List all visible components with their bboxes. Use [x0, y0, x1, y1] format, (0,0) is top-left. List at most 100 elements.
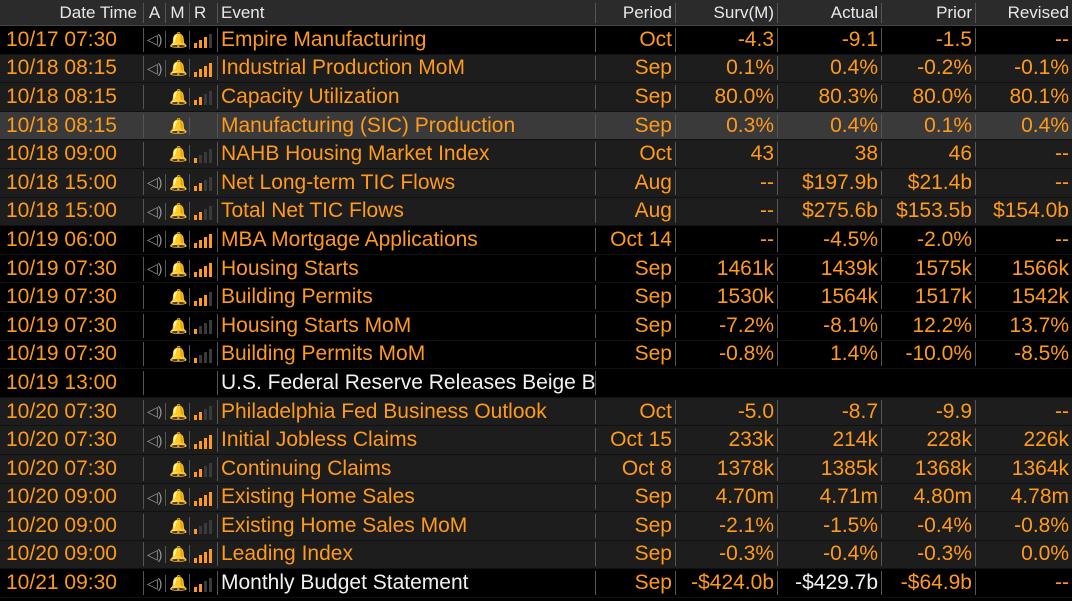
bell-icon[interactable]: 🔔 — [166, 574, 190, 593]
event-name[interactable]: U.S. Federal Reserve Releases Beige Book — [218, 370, 596, 395]
audio-icon[interactable]: ◁) — [144, 574, 166, 592]
table-row[interactable]: 10/18 09:00 🔔 NAHB Housing Market Index Oct… — [0, 140, 1072, 169]
event-name[interactable]: Existing Home Sales MoM — [218, 513, 596, 538]
col-prior[interactable]: Prior — [882, 2, 976, 23]
audio-icon[interactable]: ◁) — [144, 260, 166, 278]
survey-cell: 1530k — [676, 285, 778, 310]
relevance-bar — [194, 357, 197, 363]
bell-icon[interactable]: 🔔 — [166, 488, 190, 507]
table-row[interactable]: 10/20 09:00 🔔 Existing Home Sales MoM Sep -2… — [0, 512, 1072, 541]
event-name[interactable]: Industrial Production MoM — [218, 56, 596, 81]
bell-icon[interactable]: 🔔 — [166, 173, 190, 192]
table-row[interactable]: 10/18 08:15 🔔 Capacity Utilization Sep 80.0%… — [0, 83, 1072, 112]
survey-cell: 0.1% — [676, 56, 778, 81]
col-actual[interactable]: Actual — [778, 2, 882, 23]
table-row[interactable]: 10/19 07:30 🔔 Housing Starts MoM Sep -7.2% -8… — [0, 311, 1072, 341]
bell-icon[interactable]: 🔔 — [166, 202, 190, 221]
event-name[interactable]: Housing Starts — [218, 256, 596, 281]
audio-icon[interactable]: ◁) — [144, 231, 166, 249]
period-cell: Aug — [596, 170, 676, 195]
bell-icon[interactable]: 🔔 — [166, 545, 190, 564]
period-cell: Oct — [596, 399, 676, 424]
event-name[interactable]: Leading Index — [218, 542, 596, 567]
col-revised[interactable]: Revised — [1007, 2, 1069, 22]
table-row[interactable]: 10/19 13:00 U.S. Federal Reserve Releases… — [0, 369, 1072, 398]
event-name[interactable]: Net Long-term TIC Flows — [218, 170, 596, 195]
relevance-bar — [199, 240, 202, 249]
bell-icon[interactable]: 🔔 — [166, 516, 190, 535]
audio-icon[interactable]: ◁) — [144, 202, 166, 220]
survey-cell: -0.3% — [676, 542, 778, 567]
col-relevance[interactable]: R — [190, 2, 218, 23]
event-name[interactable]: Housing Starts MoM — [218, 313, 596, 338]
table-row[interactable]: 10/18 08:15 ◁) 🔔 Industrial Production MoM S… — [0, 54, 1072, 84]
bell-icon[interactable]: 🔔 — [166, 30, 190, 49]
bell-icon[interactable]: 🔔 — [166, 230, 190, 249]
event-name[interactable]: Empire Manufacturing — [218, 27, 596, 52]
col-alert[interactable]: M — [166, 2, 190, 23]
bell-icon[interactable]: 🔔 — [166, 145, 190, 164]
bell-icon[interactable]: 🔔 — [166, 116, 190, 135]
event-name[interactable]: Continuing Claims — [218, 456, 596, 481]
table-row[interactable]: 10/21 09:30 ◁) 🔔 Monthly Budget Statement Se… — [0, 569, 1072, 598]
survey-cell: -$424.0b — [676, 571, 778, 596]
bell-icon[interactable]: 🔔 — [166, 345, 190, 364]
audio-icon[interactable]: ◁) — [144, 403, 166, 421]
relevance-cell — [190, 199, 218, 224]
period-cell: Sep — [596, 513, 676, 538]
audio-icon[interactable]: ◁) — [144, 174, 166, 192]
table-row[interactable]: 10/19 06:00 ◁) 🔔 MBA Mortgage Applications O… — [0, 226, 1072, 255]
bell-icon[interactable]: 🔔 — [166, 288, 190, 307]
event-name[interactable]: Building Permits MoM — [218, 342, 596, 367]
audio-icon[interactable]: ◁) — [144, 488, 166, 506]
bell-icon[interactable]: 🔔 — [166, 59, 190, 78]
table-row[interactable]: 10/20 07:30 🔔 Continuing Claims Oct 8 1378k 1… — [0, 454, 1072, 484]
event-name[interactable]: MBA Mortgage Applications — [218, 227, 596, 252]
table-row[interactable]: 10/17 07:30 ◁) 🔔 Empire Manufacturing Oct -4.… — [0, 26, 1072, 55]
table-row[interactable]: 10/18 08:15 🔔 Manufacturing (SIC) Producti… — [0, 111, 1072, 141]
event-name[interactable]: Existing Home Sales — [218, 485, 596, 510]
table-row[interactable]: 10/20 07:30 ◁) 🔔 Initial Jobless Claims Oct … — [0, 426, 1072, 455]
bell-icon[interactable]: 🔔 — [166, 87, 190, 106]
audio-icon[interactable]: ◁) — [144, 31, 166, 49]
bell-icon[interactable]: 🔔 — [166, 402, 190, 421]
event-name[interactable]: Building Permits — [218, 285, 596, 310]
table-row[interactable]: 10/20 07:30 ◁) 🔔 Philadelphia Fed Business … — [0, 397, 1072, 427]
col-survey[interactable]: Surv(M) — [676, 2, 778, 23]
event-name[interactable]: Capacity Utilization — [218, 84, 596, 109]
col-audio[interactable]: A — [144, 2, 166, 23]
table-row[interactable]: 10/19 07:30 ◁) 🔔 Housing Starts Sep 1461k 1439… — [0, 254, 1072, 284]
bell-icon[interactable]: 🔔 — [166, 459, 190, 478]
event-name[interactable]: Monthly Budget Statement — [218, 571, 596, 596]
period-cell: Oct — [596, 27, 676, 52]
relevance-bar — [204, 294, 207, 306]
table-row[interactable]: 10/18 15:00 ◁) 🔔 Total Net TIC Flows Aug -- $2… — [0, 197, 1072, 227]
col-period[interactable]: Period — [596, 2, 676, 23]
event-name[interactable]: Initial Jobless Claims — [218, 428, 596, 453]
event-name[interactable]: NAHB Housing Market Index — [218, 142, 596, 167]
event-name[interactable]: Manufacturing (SIC) Production — [218, 113, 596, 138]
bell-icon[interactable]: 🔔 — [166, 431, 190, 450]
bell-icon[interactable]: 🔔 — [166, 316, 190, 335]
table-row[interactable]: 10/20 09:00 ◁) 🔔 Existing Home Sales Sep 4.70… — [0, 483, 1072, 513]
period-cell: Oct 8 — [596, 456, 676, 481]
audio-icon[interactable]: ◁) — [144, 431, 166, 449]
event-name[interactable]: Total Net TIC Flows — [218, 199, 596, 224]
bell-icon[interactable]: 🔔 — [166, 259, 190, 278]
table-row[interactable]: 10/18 15:00 ◁) 🔔 Net Long-term TIC Flows Aug… — [0, 168, 1072, 198]
actual-cell: -8.7 — [778, 399, 882, 424]
event-name[interactable]: Philadelphia Fed Business Outlook — [218, 399, 596, 424]
relevance-cell — [190, 84, 218, 109]
table-row[interactable]: 10/19 07:30 🔔 Building Permits Sep 1530k 1564… — [0, 283, 1072, 312]
table-row[interactable]: 10/20 09:00 ◁) 🔔 Leading Index Sep -0.3% -0.4%… — [0, 540, 1072, 570]
relevance-bar — [194, 500, 197, 506]
audio-icon[interactable]: ◁) — [144, 59, 166, 77]
survey-cell: -- — [676, 170, 778, 195]
survey-cell: 80.0% — [676, 84, 778, 109]
col-event[interactable]: Event — [218, 2, 596, 23]
col-date-time[interactable]: Date Time — [0, 2, 144, 23]
relevance-cell — [190, 513, 218, 538]
relevance-bar — [204, 94, 207, 106]
table-row[interactable]: 10/19 07:30 🔔 Building Permits MoM Sep -0.8%… — [0, 340, 1072, 370]
audio-icon[interactable]: ◁) — [144, 545, 166, 563]
